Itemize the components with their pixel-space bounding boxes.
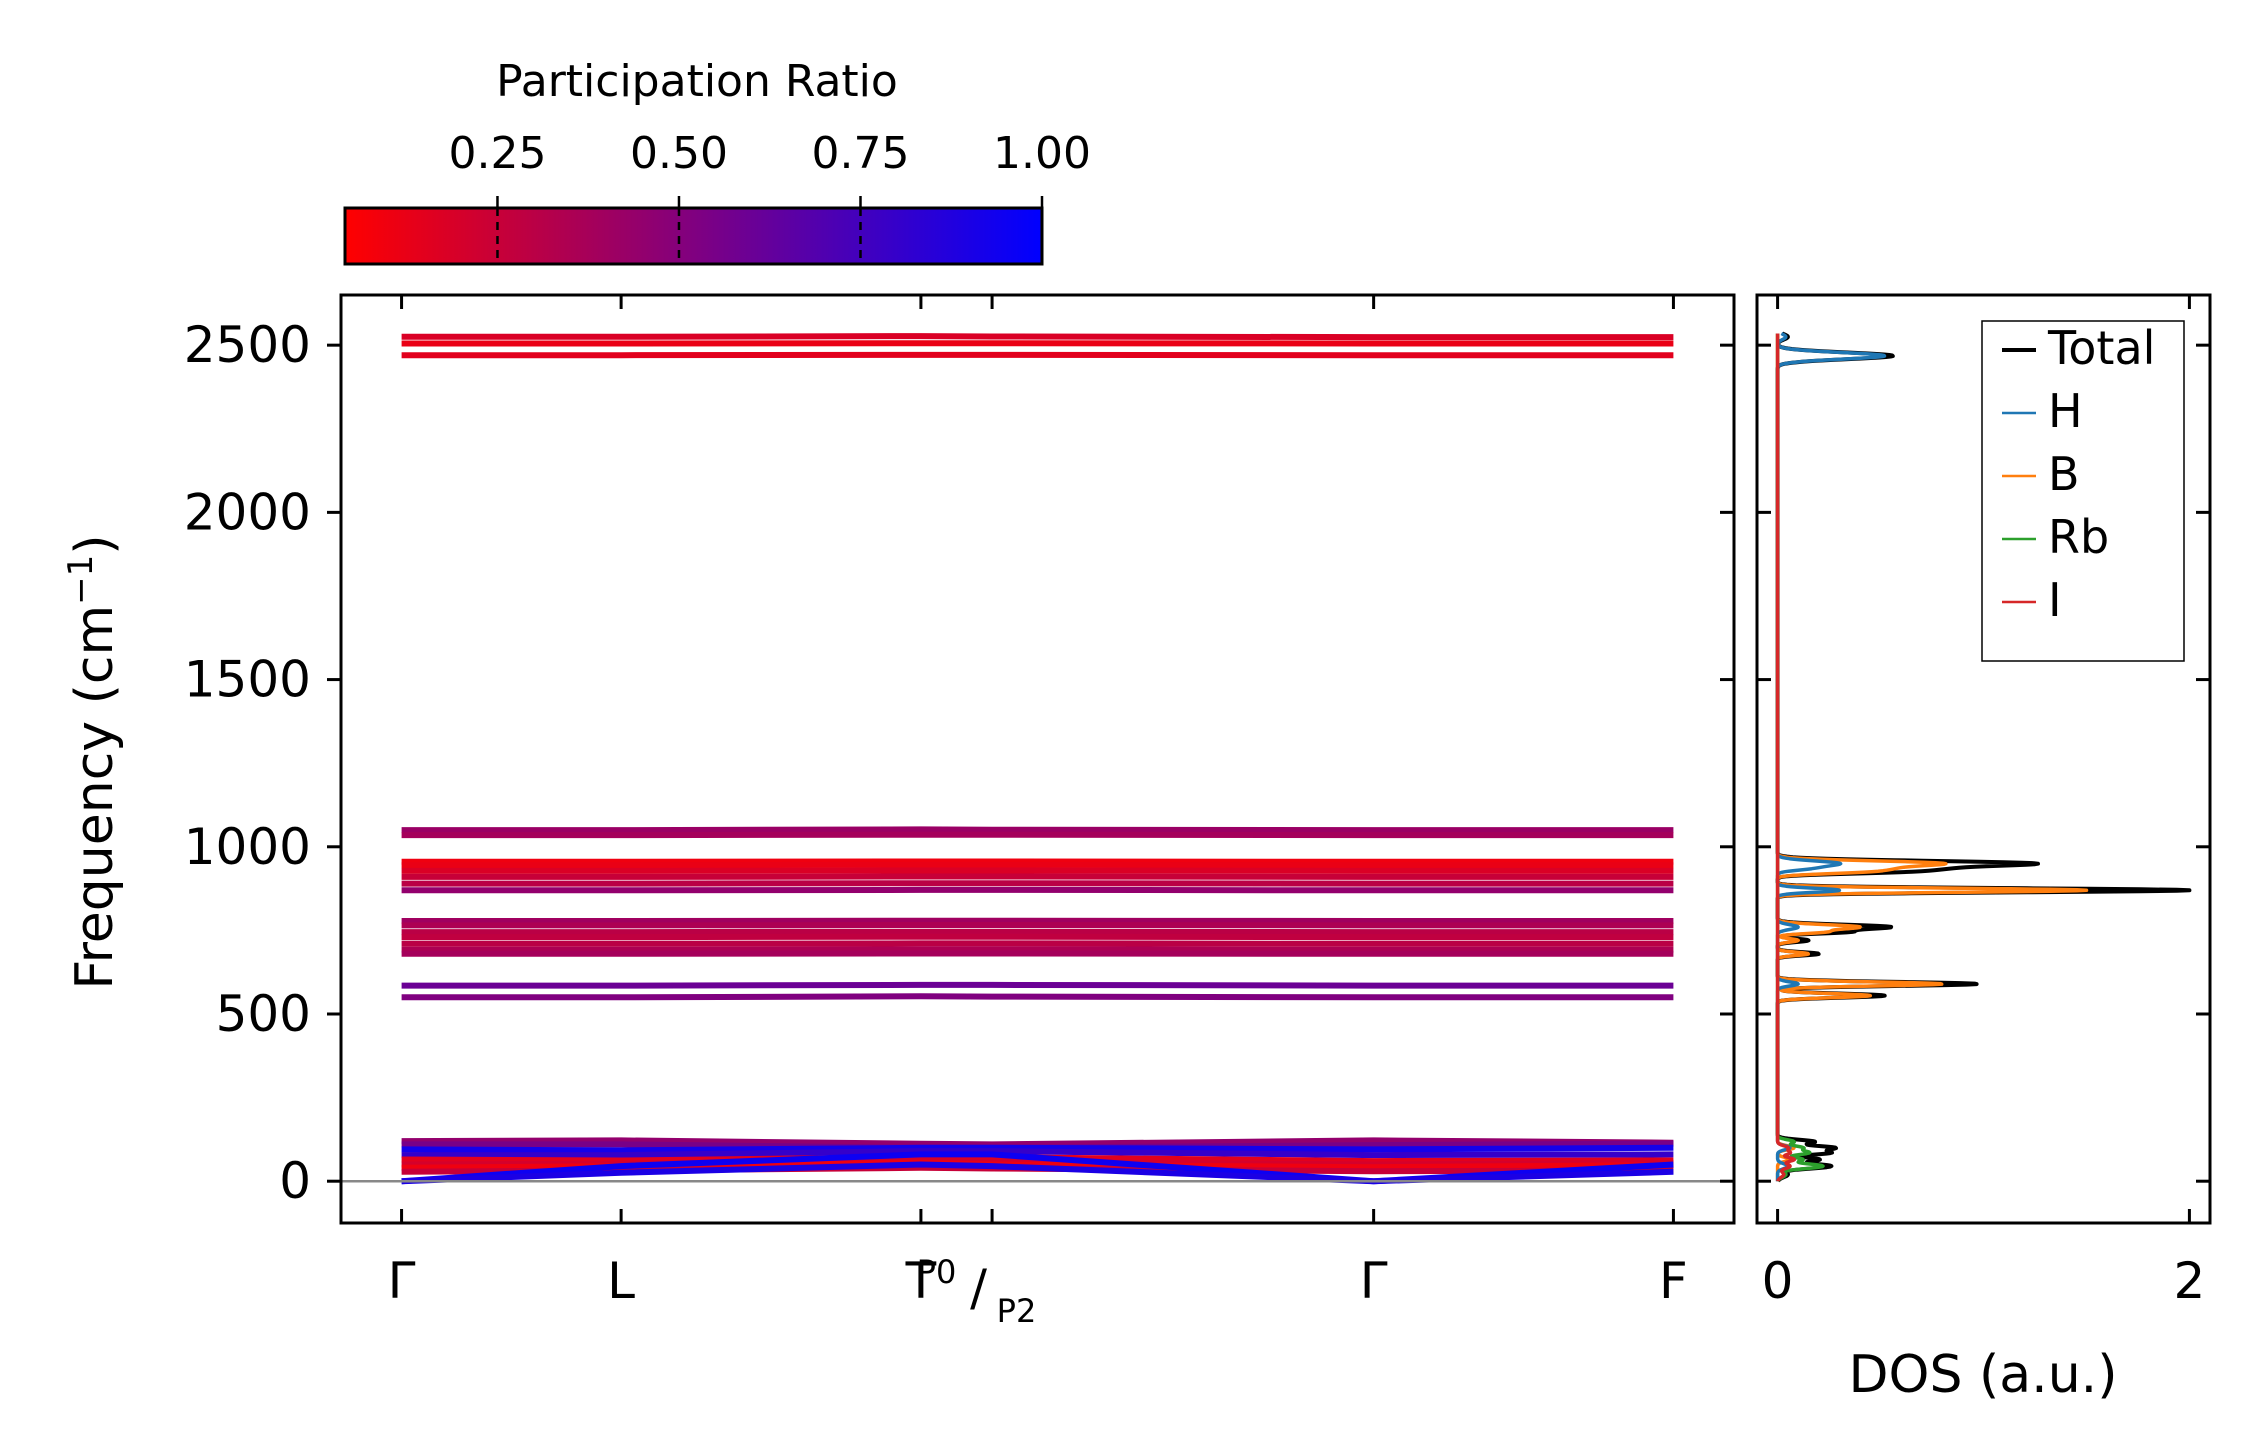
colorbar: Participation Ratio 0.25 0.50 0.75 1.00: [343, 56, 1091, 266]
y-tick-label: 2000: [184, 483, 311, 541]
colorbar-tick-label: 1.00: [993, 128, 1091, 179]
band-low-1: [401, 1137, 1674, 1148]
colorbar-tick-label: 0.50: [630, 128, 728, 179]
dos-line-h: [1775, 331, 1887, 1183]
band-panel-frame: [339, 293, 1736, 1225]
legend: Total HB Rb I: [1981, 320, 2185, 662]
band-acoustic-2: [401, 1161, 1674, 1185]
y-tick-label: 500: [216, 985, 311, 1043]
band-high-1: [401, 333, 1674, 341]
legend-label-rb: Rb: [2048, 510, 2109, 564]
discontinuity-label-left: P0: [917, 1253, 957, 1291]
band-low-3: [401, 1144, 1674, 1154]
kpoint-label: F: [1659, 1252, 1688, 1310]
discontinuity-slash: /: [970, 1259, 987, 1317]
y-axis-label: Frequency (cm−1): [61, 534, 125, 989]
dos-line-i: [1775, 332, 1797, 1183]
legend-items: Total HB Rb I: [2002, 321, 2155, 627]
dos-line-rb: [1775, 332, 1825, 1183]
main-x-ticks: Γ L T Γ F P0 / P2: [388, 295, 1688, 1330]
colorbar-ticks: 0.25 0.50 0.75 1.00: [448, 128, 1091, 264]
dos-x-tick-label: 2: [2174, 1252, 2206, 1310]
y-tick-label: 0: [279, 1152, 311, 1210]
main-y-ticks: 0 500 1000 1500 2000 2500: [184, 316, 1734, 1210]
legend-label-total: Total: [2047, 321, 2155, 375]
band-structure-panel: 0 500 1000 1500 2000 2500 Γ L T Γ F P0 / P2 Frequenc…: [61, 293, 1736, 1330]
dos-panel-frame: [1755, 293, 2212, 1225]
discontinuity-label-right: P2: [997, 1292, 1037, 1330]
colorbar-gradient: [343, 206, 1044, 266]
dos-x-axis-label: DOS (a.u.): [1849, 1345, 2118, 1405]
legend-frame: [1981, 320, 2185, 662]
dos-y-ticks: [1757, 343, 2210, 1183]
legend-label-h: H: [2048, 384, 2083, 438]
band-1050: [401, 826, 1674, 834]
band-low-4: [401, 1148, 1674, 1159]
kpoint-label: T: [905, 1252, 937, 1310]
band-550: [401, 993, 1674, 1001]
dos-x-tick-label: 0: [1762, 1252, 1794, 1310]
band-585: [401, 981, 1674, 989]
legend-label-b: B: [2048, 447, 2080, 501]
y-tick-label: 2500: [184, 316, 311, 374]
kpoint-label: Γ: [388, 1252, 416, 1310]
y-tick-label: 1000: [184, 818, 311, 876]
band-lines: [341, 333, 1734, 1185]
legend-label-i: I: [2048, 573, 2062, 627]
kpoint-label: Γ: [1360, 1252, 1388, 1310]
dos-curves: [1775, 331, 2192, 1183]
y-tick-label: 1500: [184, 651, 311, 709]
colorbar-tick-label: 0.75: [812, 128, 910, 179]
kpoint-label: L: [607, 1252, 635, 1310]
colorbar-title: Participation Ratio: [496, 56, 898, 107]
colorbar-tick-label: 0.25: [448, 128, 546, 179]
